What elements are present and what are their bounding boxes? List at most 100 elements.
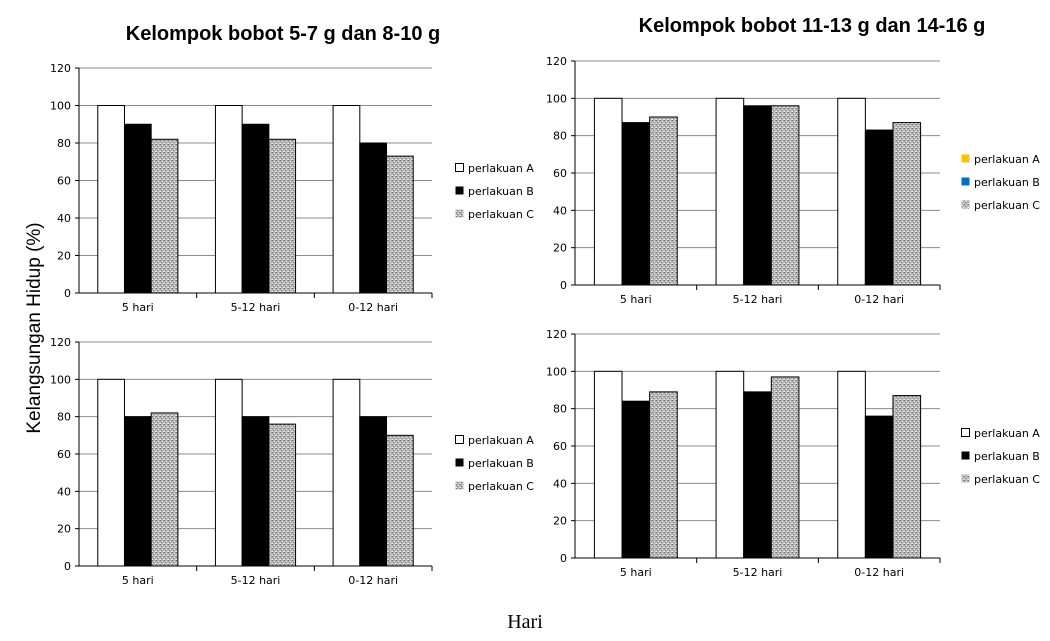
legend-label: perlakuan B [974, 176, 1040, 189]
bar [743, 105, 772, 286]
x-tick-label: 5 hari [122, 301, 154, 314]
y-tick-label: 20 [553, 515, 567, 528]
bar [332, 378, 361, 567]
x-tick-label: 5-12 hari [231, 301, 281, 314]
y-tick-label: 40 [553, 477, 567, 490]
bar [770, 105, 800, 286]
x-tick-label: 0-12 hari [348, 301, 398, 314]
legend-swatch [455, 186, 464, 195]
legend-label: perlakuan C [468, 480, 534, 493]
x-tick-label: 5-12 hari [733, 566, 783, 579]
y-tick-label: 80 [57, 137, 71, 150]
y-tick-label: 60 [553, 440, 567, 453]
legend-label: perlakuan A [468, 162, 534, 175]
legend-swatch [961, 154, 970, 163]
chart-top-right: 0 20 40 60 80 100 120 5 hari 5-12 hari 0-12 hari p… [546, 55, 1040, 306]
bar [715, 97, 745, 286]
y-tick-label: 120 [546, 328, 567, 341]
y-tick-label: 80 [57, 411, 71, 424]
bar [621, 122, 651, 286]
bar [837, 370, 866, 559]
legend-label: perlakuan A [974, 153, 1040, 166]
bar [150, 412, 179, 567]
legend-swatch [455, 458, 464, 467]
bar [123, 123, 152, 294]
y-tick-label: 40 [553, 204, 567, 217]
y-tick-label: 100 [546, 92, 567, 105]
right-title: Kelompok bobot 11-13 g dan 14-16 g [639, 15, 986, 37]
legend-swatch [455, 209, 464, 218]
legend-label: perlakuan C [974, 199, 1040, 212]
y-tick-label: 60 [57, 448, 71, 461]
y-tick-label: 20 [553, 242, 567, 255]
y-tick-label: 120 [50, 62, 71, 75]
bar [123, 416, 152, 567]
y-tick-label: 60 [57, 175, 71, 188]
bar [97, 378, 125, 567]
bar [214, 378, 243, 567]
legend-label: perlakuan B [468, 185, 534, 198]
legend-label: perlakuan C [468, 208, 534, 221]
y-tick-label: 0 [64, 287, 71, 300]
y-tick-label: 0 [560, 552, 567, 565]
y-tick-label: 40 [57, 212, 71, 225]
bar [715, 370, 745, 559]
y-tick-label: 100 [546, 365, 567, 378]
left-title: Kelompok bobot 5-7 g dan 8-10 g [126, 23, 440, 45]
bar [359, 416, 388, 567]
y-tick-label: 20 [57, 250, 71, 263]
bar [268, 138, 297, 294]
bar [892, 122, 922, 286]
y-tick-label: 40 [57, 485, 71, 498]
y-tick-label: 60 [553, 167, 567, 180]
y-tick-label: 120 [546, 55, 567, 68]
legend-swatch [961, 451, 970, 460]
bar [332, 105, 361, 294]
x-tick-label: 5 hari [620, 293, 652, 306]
bar [837, 97, 866, 286]
y-tick-label: 0 [64, 560, 71, 573]
legend-swatch [961, 474, 970, 483]
bar [892, 395, 922, 559]
legend-label: perlakuan B [468, 457, 534, 470]
y-tick-label: 100 [50, 373, 71, 386]
legend-swatch [961, 177, 970, 186]
x-tick-label: 5 hari [620, 566, 652, 579]
bar [864, 415, 894, 559]
legend-swatch [455, 163, 464, 172]
legend-swatch [961, 200, 970, 209]
legend-swatch [455, 481, 464, 490]
chart-bottom-right: 0 20 40 60 80 100 120 5 hari 5-12 hari 0-12 hari p… [546, 328, 1040, 579]
legend-label: perlakuan B [974, 450, 1040, 463]
bar [268, 423, 297, 567]
chart-top-left: 0 20 40 60 80 100 120 5 hari 5-12 hari 0-12 hari p… [50, 62, 534, 314]
y-axis-label: Kelangsungan Hidup (%) [24, 222, 45, 433]
legend-label: perlakuan A [468, 434, 534, 447]
bar [386, 155, 414, 294]
y-tick-label: 100 [50, 100, 71, 113]
y-tick-label: 80 [553, 130, 567, 143]
legend-label: perlakuan C [974, 473, 1040, 486]
y-tick-label: 120 [50, 336, 71, 349]
legend-label: perlakuan A [974, 427, 1040, 440]
y-tick-label: 20 [57, 523, 71, 536]
y-tick-label: 0 [560, 279, 567, 292]
bar [214, 105, 243, 294]
bar [864, 129, 894, 286]
x-tick-label: 5-12 hari [231, 574, 281, 587]
bar [241, 123, 270, 294]
bar [150, 138, 179, 294]
bar [386, 434, 414, 567]
x-tick-label: 0-12 hari [854, 293, 904, 306]
legend-swatch [961, 428, 970, 437]
bar [743, 391, 772, 559]
y-tick-label: 80 [553, 403, 567, 416]
bar [649, 116, 678, 286]
x-tick-label: 0-12 hari [854, 566, 904, 579]
x-tick-label: 0-12 hari [348, 574, 398, 587]
bar [241, 416, 270, 567]
bar [593, 97, 623, 286]
bar [593, 370, 623, 559]
bar [770, 376, 800, 559]
